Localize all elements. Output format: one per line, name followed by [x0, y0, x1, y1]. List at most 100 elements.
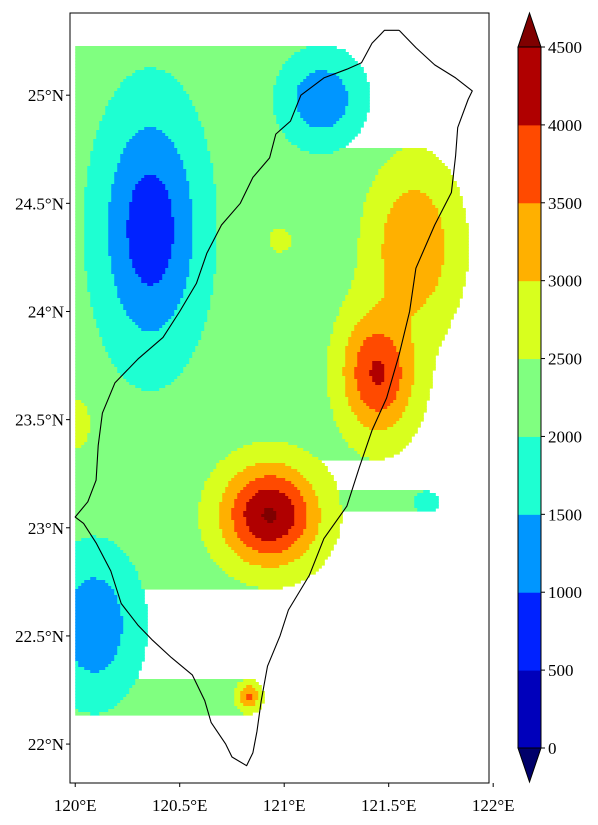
contour-cell [351, 280, 385, 284]
contour-cell [216, 184, 373, 188]
contour-cell [381, 244, 445, 248]
contour-cell [339, 490, 424, 494]
contour-cell [414, 496, 439, 500]
contour-cell [108, 100, 193, 104]
contour-cell [294, 559, 325, 563]
contour-cell [87, 412, 334, 416]
contour-cell [273, 100, 298, 104]
colorbar-segment [518, 358, 541, 437]
contour-cell [240, 580, 301, 584]
contour-cell [189, 274, 214, 278]
contour-cell [129, 241, 175, 245]
contour-cell [156, 127, 205, 131]
contour-cell [210, 295, 346, 299]
contour-cell [204, 136, 286, 140]
contour-cell [75, 529, 202, 533]
contour-cell [216, 223, 361, 227]
contour-cell [246, 583, 295, 587]
contour-cell [297, 100, 349, 104]
contour-cell [360, 397, 397, 401]
contour-cell [126, 553, 211, 557]
contour-cell [414, 370, 433, 374]
contour-cell [120, 82, 181, 86]
contour-cell [294, 523, 307, 527]
contour-cell [84, 196, 112, 200]
contour-cell [108, 241, 130, 245]
contour-cell [237, 493, 256, 497]
contour-cell [306, 46, 337, 50]
contour-cell [339, 313, 367, 317]
contour-cell [273, 520, 295, 524]
contour-cell [192, 238, 217, 242]
contour-cell [333, 331, 352, 335]
contour-cell [114, 541, 205, 545]
contour-cell [309, 73, 337, 77]
contour-cell [117, 292, 184, 296]
contour-cell [189, 268, 217, 272]
contour-cell [120, 634, 148, 638]
contour-cell [345, 385, 358, 389]
contour-cell [75, 181, 88, 185]
contour-cell [75, 55, 292, 59]
colorbar-segment [518, 280, 541, 360]
contour-cell [189, 97, 274, 101]
contour-cell [189, 271, 217, 275]
contour-cell [357, 322, 412, 326]
contour-cell [216, 229, 274, 233]
contour-cell [360, 232, 385, 236]
contour-cell [192, 199, 217, 203]
contour-cell [198, 526, 220, 530]
contour-cell [360, 235, 385, 239]
contour-cell [219, 526, 235, 530]
contour-cell [363, 208, 391, 212]
contour-cell [348, 100, 370, 104]
contour-cell [75, 577, 91, 581]
contour-cell [216, 220, 361, 224]
contour-cell [108, 208, 130, 212]
contour-cell [279, 73, 310, 77]
contour-cell [108, 238, 130, 242]
contour-cell [114, 277, 142, 281]
contour-cell [75, 172, 88, 176]
contour-cell [261, 514, 277, 518]
contour-cell [216, 190, 370, 194]
contour-cell [75, 421, 91, 425]
contour-cell [327, 358, 346, 362]
contour-cell [351, 331, 412, 335]
contour-cell [330, 340, 349, 344]
contour-cell [123, 151, 178, 155]
contour-cell [165, 187, 190, 191]
contour-cell [87, 169, 118, 173]
contour-cell [186, 172, 214, 176]
contour-cell [294, 517, 307, 521]
contour-cell [372, 361, 382, 365]
contour-cell [93, 310, 127, 314]
contour-cell [183, 295, 211, 299]
contour-cell [81, 583, 109, 587]
contour-cell [75, 127, 100, 131]
contour-cell [234, 529, 250, 533]
contour-cell [348, 289, 385, 293]
contour-cell [168, 136, 205, 140]
contour-cell [255, 700, 265, 704]
contour-cell [87, 406, 331, 410]
contour-cell [75, 106, 106, 110]
contour-cell [276, 250, 283, 254]
contour-cell [360, 349, 397, 353]
contour-cell [399, 418, 424, 422]
contour-cell [222, 499, 235, 503]
contour-cell [186, 283, 214, 287]
contour-cell [75, 607, 121, 611]
y-tick-label: 24°N [28, 302, 64, 321]
contour-cell [357, 355, 400, 359]
contour-cell [120, 301, 181, 305]
contour-cell [282, 250, 358, 254]
contour-cell [231, 514, 244, 518]
contour-cell [84, 247, 109, 251]
contour-cell [75, 364, 115, 368]
contour-cell [294, 484, 313, 488]
contour-cell [75, 550, 124, 554]
contour-cell [384, 268, 442, 272]
contour-cell [345, 382, 358, 386]
contour-cell [75, 205, 85, 209]
